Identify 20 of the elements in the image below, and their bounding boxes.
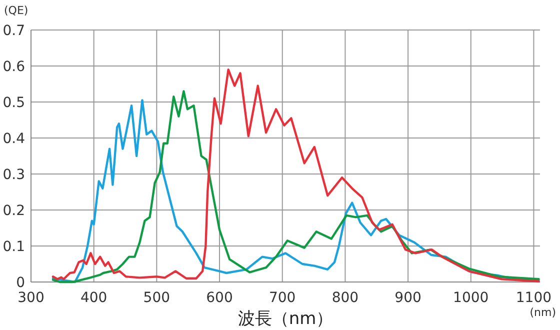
y-tick-label: 0.4	[2, 131, 26, 147]
y-axis-title: (QE)	[4, 4, 28, 17]
y-tick-label: 0.6	[2, 59, 26, 75]
x-tick-label: 400	[80, 290, 108, 306]
x-tick-label: 700	[268, 290, 296, 306]
y-tick-label: 0.7	[2, 23, 25, 39]
x-tick-label: 800	[332, 290, 359, 306]
x-tick-label: 300	[18, 290, 44, 306]
x-tick-label: 1000	[453, 290, 489, 306]
text: (nm)	[530, 306, 556, 319]
y-tick-label: 0.1	[2, 239, 25, 255]
x-tick-label: 600	[206, 290, 233, 306]
y-tick-label: 0.3	[2, 167, 25, 183]
y-tick-label: 0	[16, 275, 25, 291]
x-axis-title: 波長（nm）	[238, 309, 334, 329]
y-tick-label: 0.2	[2, 203, 25, 219]
x-tick-label: 500	[143, 290, 170, 306]
x-tick-label: 900	[394, 290, 422, 306]
y-tick-label: 0.5	[2, 95, 25, 111]
x-tick-label: 1100	[516, 290, 552, 306]
